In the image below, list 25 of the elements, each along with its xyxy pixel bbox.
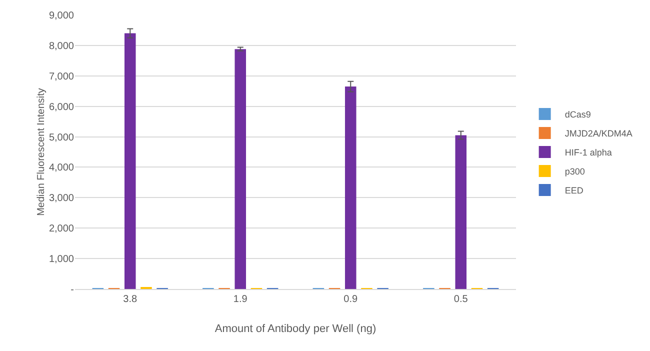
y-tick-label: 2,000 [48, 224, 74, 235]
legend-label: dCas9 [564, 110, 591, 120]
y-tick-label: - [70, 284, 74, 296]
y-tick-label: 3,000 [48, 193, 74, 204]
bar [455, 135, 467, 289]
y-tick-label: 5,000 [48, 132, 74, 144]
y-tick-label: 6,000 [48, 102, 74, 113]
legend-label: HIF-1 alpha [564, 148, 612, 158]
y-tick-label: 1,000 [48, 254, 74, 266]
y-tick-label: 9,000 [48, 10, 74, 22]
y-tick-label: 8,000 [48, 40, 74, 52]
legend-label: JMJD2A/KDM4A [564, 128, 632, 139]
x-tick-label: 0.5 [454, 294, 468, 305]
legend-label: EED [564, 186, 584, 196]
x-tick-label: 3.8 [123, 294, 138, 305]
bar [344, 86, 356, 289]
x-tick-label: 1.9 [233, 294, 248, 305]
x-axis-title: Amount of Antibody per Well (ng) [214, 323, 376, 335]
x-tick-label: 0.9 [344, 294, 358, 305]
y-axis-title: Median Fluorescent Intensity [36, 88, 47, 216]
y-tick-label: 4,000 [48, 162, 74, 174]
y-tick-label: 7,000 [48, 71, 74, 82]
bar [234, 49, 246, 289]
bar [124, 33, 136, 289]
legend-label: p300 [564, 166, 585, 177]
